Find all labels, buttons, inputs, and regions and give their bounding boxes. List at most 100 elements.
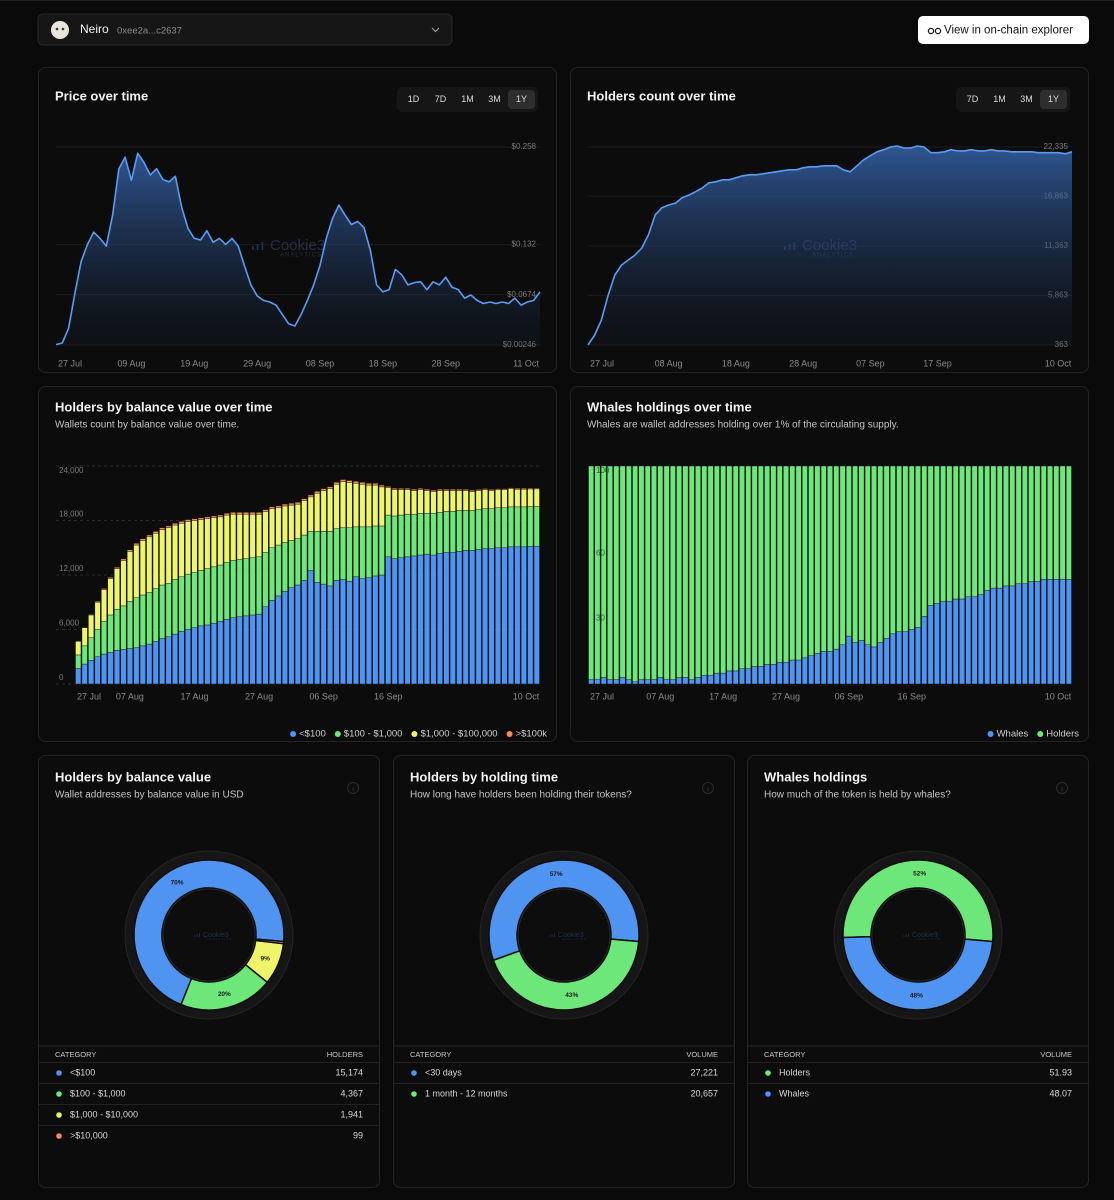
y-tick-label: $0.0674 (507, 290, 536, 299)
bar-segment (527, 487, 534, 490)
bar-segment (152, 641, 159, 685)
bar-segment (94, 629, 101, 657)
bar-segment (808, 465, 814, 656)
binoculars-icon (927, 27, 935, 35)
token-avatar (51, 21, 69, 39)
range-button[interactable]: 7D (967, 94, 979, 104)
bar-segment (378, 525, 385, 576)
bar-segment (720, 672, 726, 685)
bar-segment (739, 465, 745, 669)
bar-segment (462, 490, 469, 511)
row-value: 27,221 (690, 1067, 718, 1077)
bar-segment (940, 465, 946, 602)
bar-segment (249, 512, 256, 515)
bar-segment (720, 465, 726, 674)
bar-segment (657, 465, 664, 678)
range-button[interactable]: 3M (1020, 94, 1033, 104)
bar-segment (372, 525, 379, 577)
token-selector[interactable]: Neiro 0xee2a...c2637 (37, 13, 453, 46)
bar-segment (230, 513, 237, 561)
x-tick-label: 07 Aug (116, 691, 144, 701)
bar-segment (839, 465, 846, 645)
row-category: Holders (779, 1067, 811, 1077)
bar-segment (789, 659, 796, 685)
selector-box (37, 13, 453, 46)
area-fill (588, 146, 1072, 345)
range-button[interactable]: 7D (435, 94, 447, 104)
bar-segment (223, 619, 230, 685)
bar-segment (75, 668, 82, 685)
x-tick-label: 17 Sep (923, 358, 952, 368)
bar-segment (294, 538, 301, 586)
bar-segment (275, 595, 282, 685)
bar-segment (456, 551, 463, 685)
bar-segment (514, 506, 521, 548)
avatar-eye (55, 27, 59, 31)
bar-segment (751, 666, 758, 685)
range-button[interactable]: 3M (488, 94, 501, 104)
bar-segment (101, 621, 107, 655)
bar-segment (514, 488, 521, 490)
bar-segment (88, 614, 95, 616)
bar-segment (449, 511, 456, 553)
bar-segment (269, 547, 275, 601)
bar-segment (965, 596, 972, 685)
row-swatch (56, 1091, 62, 1097)
x-tick-label: 27 Jul (590, 358, 614, 368)
bar-segment (346, 480, 353, 483)
bar-segment (732, 465, 739, 672)
row-swatch (411, 1091, 417, 1097)
bar-segment (217, 514, 224, 518)
bar-segment (340, 527, 346, 580)
bar-segment (852, 465, 858, 643)
info-icon[interactable] (1056, 782, 1068, 794)
x-tick-label: 27 Jul (590, 691, 614, 701)
explorer-button[interactable]: View in on-chain explorer (918, 16, 1089, 44)
watermark-icon (196, 934, 198, 937)
bar-segment (644, 679, 651, 685)
bar-segment (417, 554, 424, 685)
bar-segment (152, 588, 159, 642)
bar-segment (833, 465, 840, 650)
bar-segment (236, 616, 243, 685)
bar-segment (469, 550, 476, 685)
bar-segment (946, 465, 953, 602)
bar-segment (340, 481, 346, 528)
bar-segment (223, 513, 230, 516)
bar-segment (346, 527, 353, 582)
bar-segment (827, 465, 833, 652)
bar-segment (256, 613, 262, 685)
bar-segment (185, 573, 191, 630)
range-button[interactable]: 1Y (1040, 90, 1067, 109)
bar-segment (340, 479, 346, 482)
donut-hole (871, 888, 965, 982)
info-icon[interactable] (702, 782, 714, 794)
range-button[interactable]: 1M (993, 94, 1006, 104)
bar-segment (783, 662, 789, 685)
bar-segment (294, 502, 301, 505)
bar-segment (243, 558, 250, 617)
range-button[interactable]: 1Y (508, 90, 535, 109)
bar-segment (294, 584, 301, 685)
x-tick-label: 17 Aug (180, 691, 208, 701)
range-button[interactable]: 1M (461, 94, 474, 104)
bar-segment (770, 664, 777, 685)
bar-segment (663, 679, 670, 685)
bar-segment (533, 545, 540, 685)
bar-segment (959, 598, 965, 685)
bar-segment (1022, 465, 1028, 584)
bar-segment (139, 594, 146, 647)
slice-label: 9% (261, 955, 271, 962)
bar-segment (146, 643, 153, 685)
card-subtitle: How much of the token is held by whales? (764, 790, 951, 801)
bar-segment (858, 465, 865, 641)
range-button[interactable]: 1D (408, 94, 420, 104)
y-tick-label: 30 (596, 614, 605, 623)
bar-segment (436, 512, 443, 554)
watermark-name: Cookie3 (203, 932, 229, 939)
bar-segment (88, 637, 95, 661)
info-icon[interactable] (347, 782, 359, 794)
bar-segment (404, 513, 411, 558)
bar-segment (902, 465, 909, 632)
